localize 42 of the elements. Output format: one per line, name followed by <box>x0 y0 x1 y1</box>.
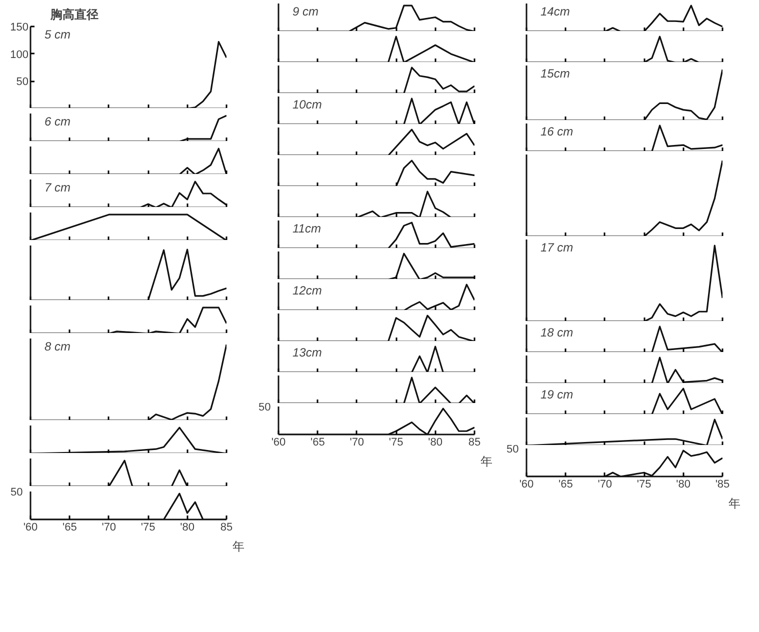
x-tick-label: 85 <box>468 436 481 448</box>
text: 50 <box>506 444 519 456</box>
x-tick-label: '75 <box>140 522 156 534</box>
x-axis-title: 年 <box>232 540 244 554</box>
annotation: 13cm <box>292 346 322 360</box>
annotation: 18 cm <box>540 326 574 340</box>
annotation: 11cm <box>292 222 321 236</box>
annotation: 14cm <box>540 4 570 18</box>
x-tick-label: '80 <box>428 436 442 448</box>
annotation: 10cm <box>292 98 322 112</box>
annotation: 15cm <box>540 66 570 80</box>
chart-title: 胸高直径 <box>50 8 98 22</box>
x-tick-label: '80 <box>180 522 194 534</box>
x-tick-label: '60 <box>23 522 38 534</box>
y-tick-label: 50 <box>16 76 29 88</box>
x-axis-title: 年 <box>480 454 492 468</box>
x-tick-label: '75 <box>636 478 652 490</box>
annotation: 19 cm <box>540 388 574 402</box>
x-tick-label: '65 <box>310 436 325 448</box>
x-tick-label: '85 <box>715 478 730 490</box>
y-tick-label: 150 <box>10 22 29 34</box>
annotation: 9 cm <box>292 4 319 18</box>
x-tick-label: '65 <box>558 478 573 490</box>
annotation: 17 cm <box>540 240 574 254</box>
x-tick-label: 85 <box>220 522 233 534</box>
x-tick-label: '70 <box>350 436 364 448</box>
x-tick-label: '80 <box>676 478 690 490</box>
annotation: 8 cm <box>44 340 71 354</box>
x-tick-label: '60 <box>271 436 286 448</box>
annotation: 16 cm <box>540 124 574 138</box>
annotation: 6 cm <box>44 114 71 128</box>
x-tick-label: '75 <box>388 436 404 448</box>
x-tick-label: '70 <box>102 522 116 534</box>
x-tick-label: '60 <box>519 478 534 490</box>
x-axis-title: 年 <box>728 496 740 510</box>
x-tick-label: '65 <box>62 522 77 534</box>
annotation: 7 cm <box>44 180 71 194</box>
y-tick-label: 100 <box>10 48 29 61</box>
annotation: 5 cm <box>44 28 71 42</box>
x-tick-label: '70 <box>598 478 612 490</box>
annotation: 12cm <box>292 284 322 298</box>
text: 50 <box>258 402 271 414</box>
